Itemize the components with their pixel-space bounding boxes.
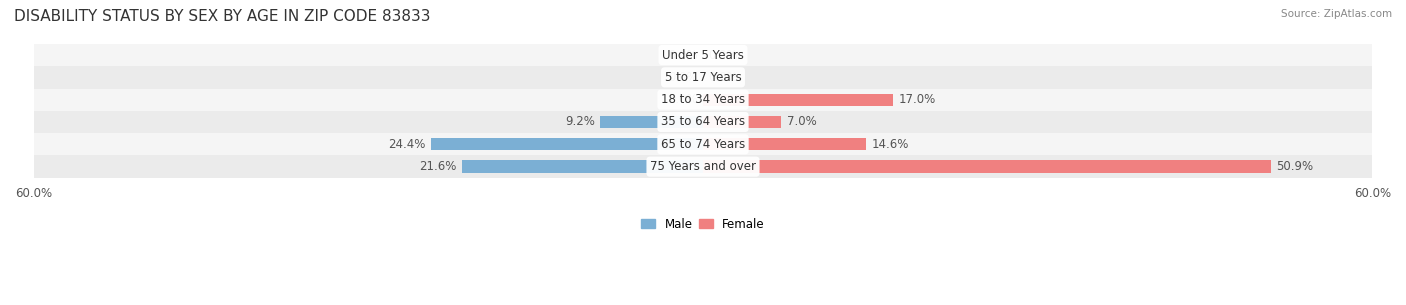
Bar	[34, 44, 1372, 66]
Bar	[703, 138, 866, 150]
Text: Under 5 Years: Under 5 Years	[662, 48, 744, 62]
Bar	[34, 66, 1372, 88]
Bar	[34, 156, 1372, 178]
Bar	[34, 111, 1372, 133]
Text: 5 to 17 Years: 5 to 17 Years	[665, 71, 741, 84]
Text: 0.0%: 0.0%	[668, 71, 697, 84]
Text: 35 to 64 Years: 35 to 64 Years	[661, 116, 745, 128]
Bar	[703, 94, 893, 106]
Text: 0.0%: 0.0%	[668, 48, 697, 62]
Text: Source: ZipAtlas.com: Source: ZipAtlas.com	[1281, 9, 1392, 19]
Text: 50.9%: 50.9%	[1277, 160, 1313, 173]
Text: 0.0%: 0.0%	[668, 93, 697, 106]
Text: 17.0%: 17.0%	[898, 93, 935, 106]
Text: 7.0%: 7.0%	[787, 116, 817, 128]
Bar	[703, 116, 782, 128]
Bar	[600, 116, 703, 128]
Text: 0.0%: 0.0%	[709, 71, 738, 84]
Legend: Male, Female: Male, Female	[641, 218, 765, 231]
Text: DISABILITY STATUS BY SEX BY AGE IN ZIP CODE 83833: DISABILITY STATUS BY SEX BY AGE IN ZIP C…	[14, 9, 430, 24]
Text: 65 to 74 Years: 65 to 74 Years	[661, 138, 745, 151]
Bar	[34, 133, 1372, 156]
Text: 75 Years and over: 75 Years and over	[650, 160, 756, 173]
Bar	[463, 160, 703, 173]
Text: 21.6%: 21.6%	[419, 160, 457, 173]
Text: 18 to 34 Years: 18 to 34 Years	[661, 93, 745, 106]
Bar	[430, 138, 703, 150]
Text: 0.0%: 0.0%	[709, 48, 738, 62]
Bar	[703, 160, 1271, 173]
Bar	[34, 88, 1372, 111]
Text: 14.6%: 14.6%	[872, 138, 908, 151]
Text: 9.2%: 9.2%	[565, 116, 595, 128]
Text: 24.4%: 24.4%	[388, 138, 425, 151]
